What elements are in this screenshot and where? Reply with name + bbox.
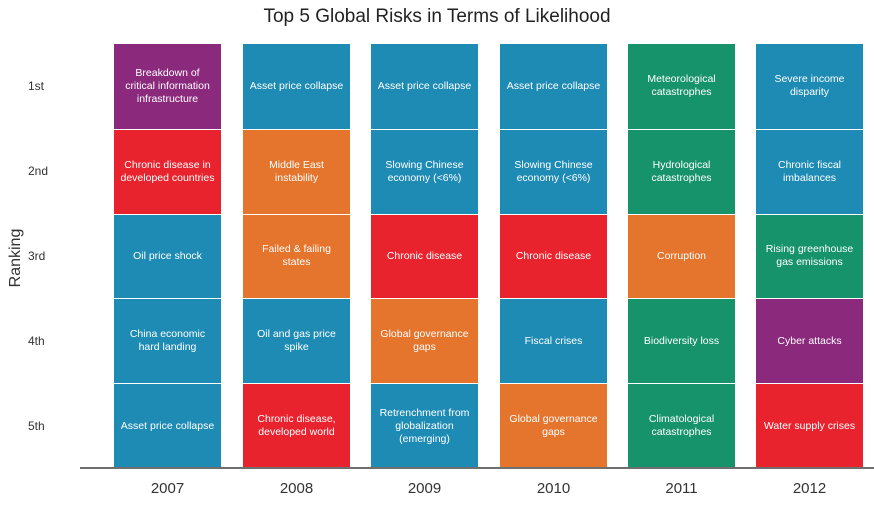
risk-cell: Water supply crises — [756, 383, 863, 468]
rank-label: 2nd — [28, 164, 49, 179]
risk-cell: Asset price collapse — [243, 44, 350, 129]
risk-cell: Chronic fiscal imbalances — [756, 128, 863, 214]
risk-cell: China economic hard landing — [114, 298, 221, 384]
risk-cell: Hydrological catastrophes — [628, 128, 735, 214]
risk-cell: Oil and gas price spike — [243, 298, 350, 384]
risk-cell: Global governance gaps — [371, 298, 478, 384]
risk-cell: Climatological catastrophes — [628, 383, 735, 468]
risk-cell: Chronic disease, developed world — [243, 383, 350, 468]
chart-title: Top 5 Global Risks in Terms of Likelihoo… — [263, 6, 611, 27]
year-label: 2007 — [150, 480, 185, 497]
risk-cell: Global governance gaps — [500, 383, 607, 468]
risk-cell: Biodiversity loss — [628, 298, 735, 384]
risk-cell: Slowing Chinese economy (<6%) — [500, 128, 607, 214]
risk-cell: Chronic disease — [371, 213, 478, 299]
year-label: 2010 — [536, 480, 571, 497]
year-label: 2011 — [665, 480, 698, 497]
year-column-2012: Severe income disparity Chronic fiscal im… — [756, 44, 863, 468]
year-label: 2009 — [407, 480, 442, 497]
y-axis-label: Ranking — [7, 228, 24, 288]
risk-cell: Severe income disparity — [756, 44, 863, 129]
year-column-2011: Meteorological catastrophes Hydrological … — [628, 44, 735, 468]
risk-cell: Slowing Chinese economy (<6%) — [371, 128, 478, 214]
risk-cell: Cyber attacks — [756, 298, 863, 384]
risk-cell: Middle East instability — [243, 128, 350, 214]
risk-cell: Asset price collapse — [114, 383, 221, 468]
rank-label: 4th — [28, 333, 45, 348]
risk-cell: Asset price collapse — [500, 44, 607, 129]
risk-cell: Failed & failing states — [243, 213, 350, 299]
risk-cell: Chronic disease in developed countries — [114, 128, 221, 214]
x-axis-line — [80, 467, 874, 469]
risk-cell: Fiscal crises — [500, 298, 607, 384]
year-column-2007: Breakdown of critical information infras… — [114, 44, 221, 468]
risk-cell: Retrenchment from globalization (emergin… — [371, 383, 478, 468]
year-label: 2008 — [279, 480, 314, 497]
rank-label: 3rd — [28, 249, 46, 263]
rank-label: 5th — [28, 418, 45, 433]
year-column-2008: Asset price collapse Middle East instabil… — [243, 44, 350, 468]
risk-cell: Rising greenhouse gas emissions — [756, 213, 863, 299]
risk-cell: Oil price shock — [114, 213, 221, 299]
rank-label: 1st — [28, 79, 45, 94]
risk-cell: Meteorological catastrophes — [628, 44, 735, 129]
risk-cell: Breakdown of critical information infras… — [114, 44, 221, 129]
risk-cell: Asset price collapse — [371, 44, 478, 129]
risk-cell: Corruption — [628, 213, 735, 299]
year-label: 2012 — [792, 480, 827, 497]
risk-cell: Chronic disease — [500, 213, 607, 299]
year-column-2009: Asset price collapse Slowing Chinese econ… — [371, 44, 478, 468]
year-column-2010: Asset price collapse Slowing Chinese econ… — [500, 44, 607, 468]
